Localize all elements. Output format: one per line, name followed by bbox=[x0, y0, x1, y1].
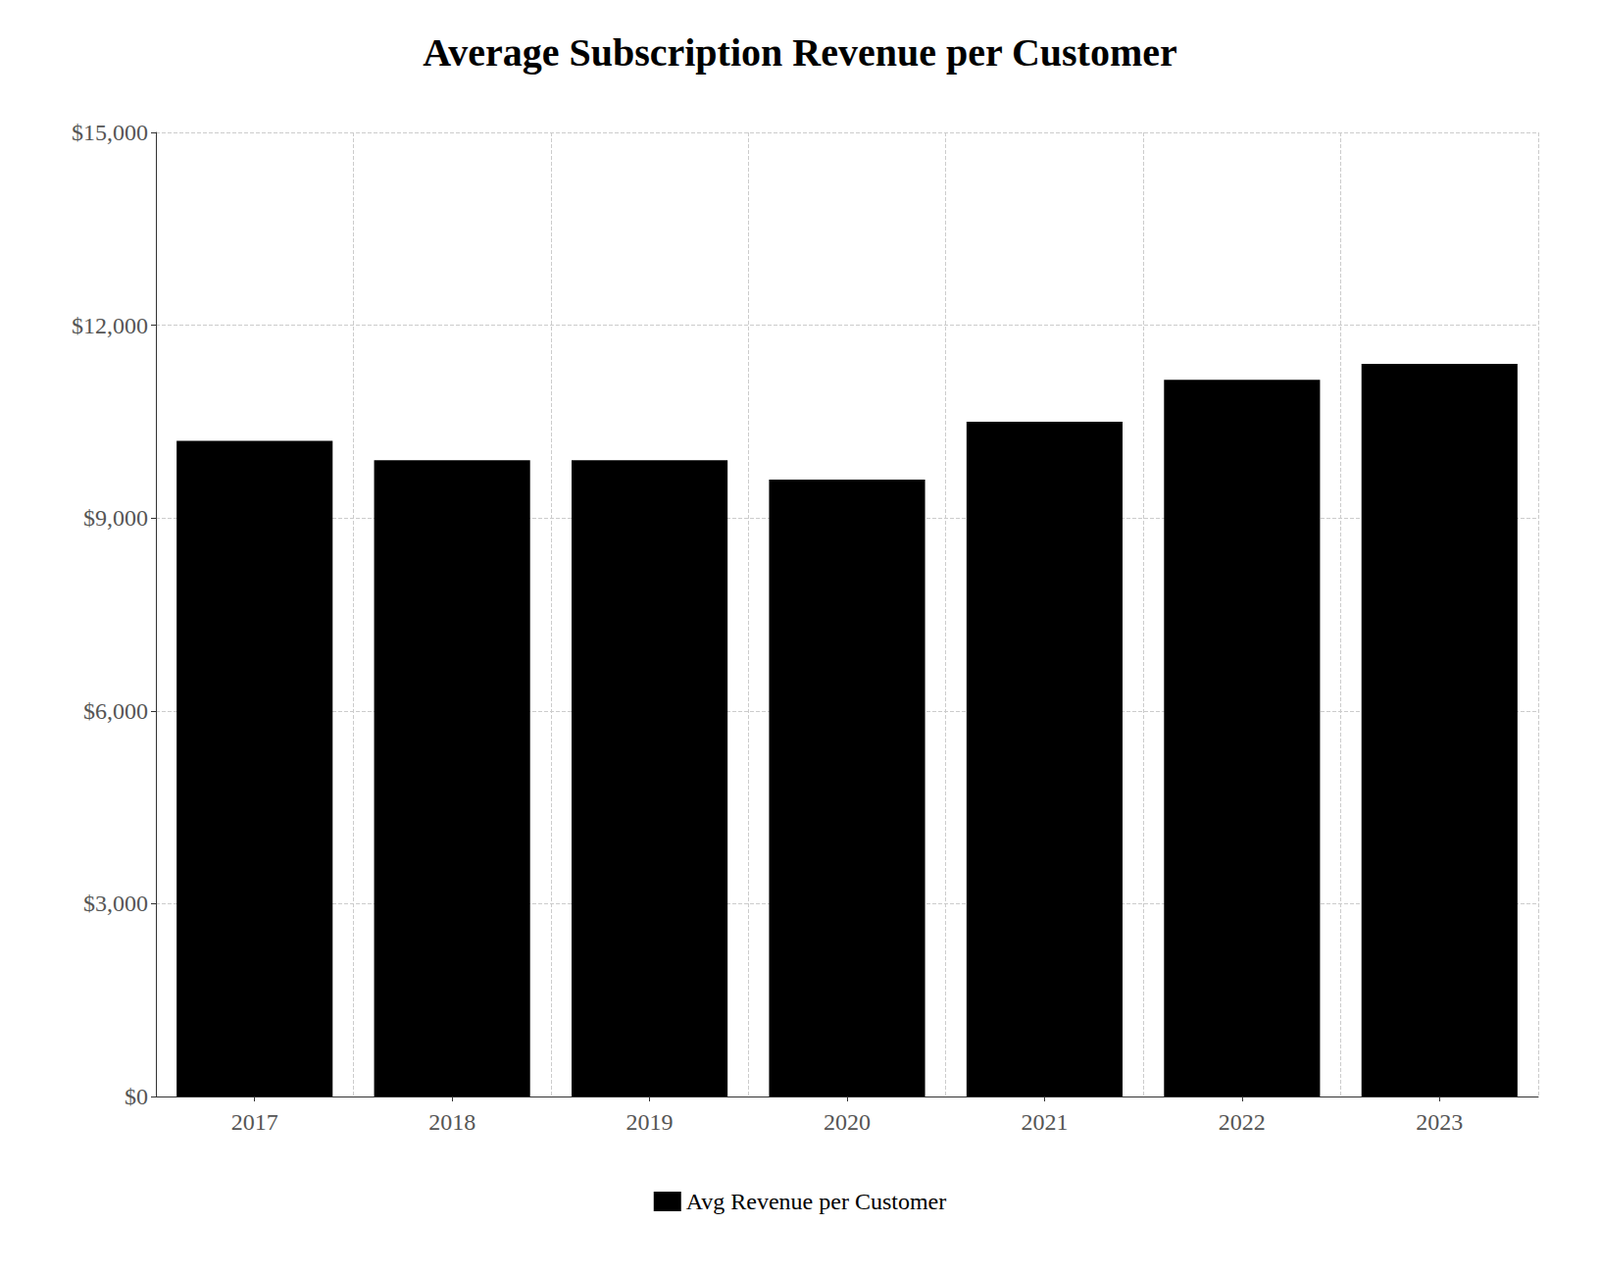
svg-text:Avg Revenue per Customer: Avg Revenue per Customer bbox=[686, 1188, 948, 1214]
svg-text:$3,000: $3,000 bbox=[83, 890, 149, 916]
svg-text:2021: 2021 bbox=[1020, 1108, 1068, 1135]
svg-text:$0: $0 bbox=[124, 1083, 149, 1109]
svg-text:2017: 2017 bbox=[231, 1108, 279, 1135]
svg-text:$15,000: $15,000 bbox=[71, 119, 149, 146]
svg-text:$9,000: $9,000 bbox=[83, 504, 149, 531]
svg-text:2018: 2018 bbox=[428, 1108, 476, 1135]
svg-text:2019: 2019 bbox=[626, 1108, 674, 1135]
svg-text:2020: 2020 bbox=[823, 1108, 871, 1135]
svg-text:Average Subscription Revenue p: Average Subscription Revenue per Custome… bbox=[422, 30, 1178, 75]
svg-text:2022: 2022 bbox=[1218, 1108, 1266, 1135]
svg-text:2023: 2023 bbox=[1415, 1108, 1463, 1135]
svg-text:$12,000: $12,000 bbox=[71, 312, 149, 339]
svg-text:$6,000: $6,000 bbox=[83, 698, 149, 724]
